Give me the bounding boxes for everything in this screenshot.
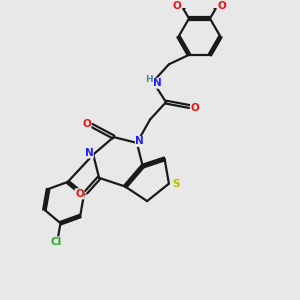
Text: S: S: [172, 178, 180, 189]
Text: O: O: [173, 1, 182, 11]
Text: Cl: Cl: [51, 237, 62, 247]
Text: O: O: [82, 119, 91, 129]
Text: N: N: [135, 136, 144, 146]
Text: O: O: [75, 189, 84, 199]
Text: O: O: [191, 103, 200, 113]
Text: N: N: [85, 148, 93, 158]
Text: N: N: [154, 78, 162, 88]
Text: O: O: [218, 1, 226, 11]
Text: H: H: [146, 75, 153, 84]
